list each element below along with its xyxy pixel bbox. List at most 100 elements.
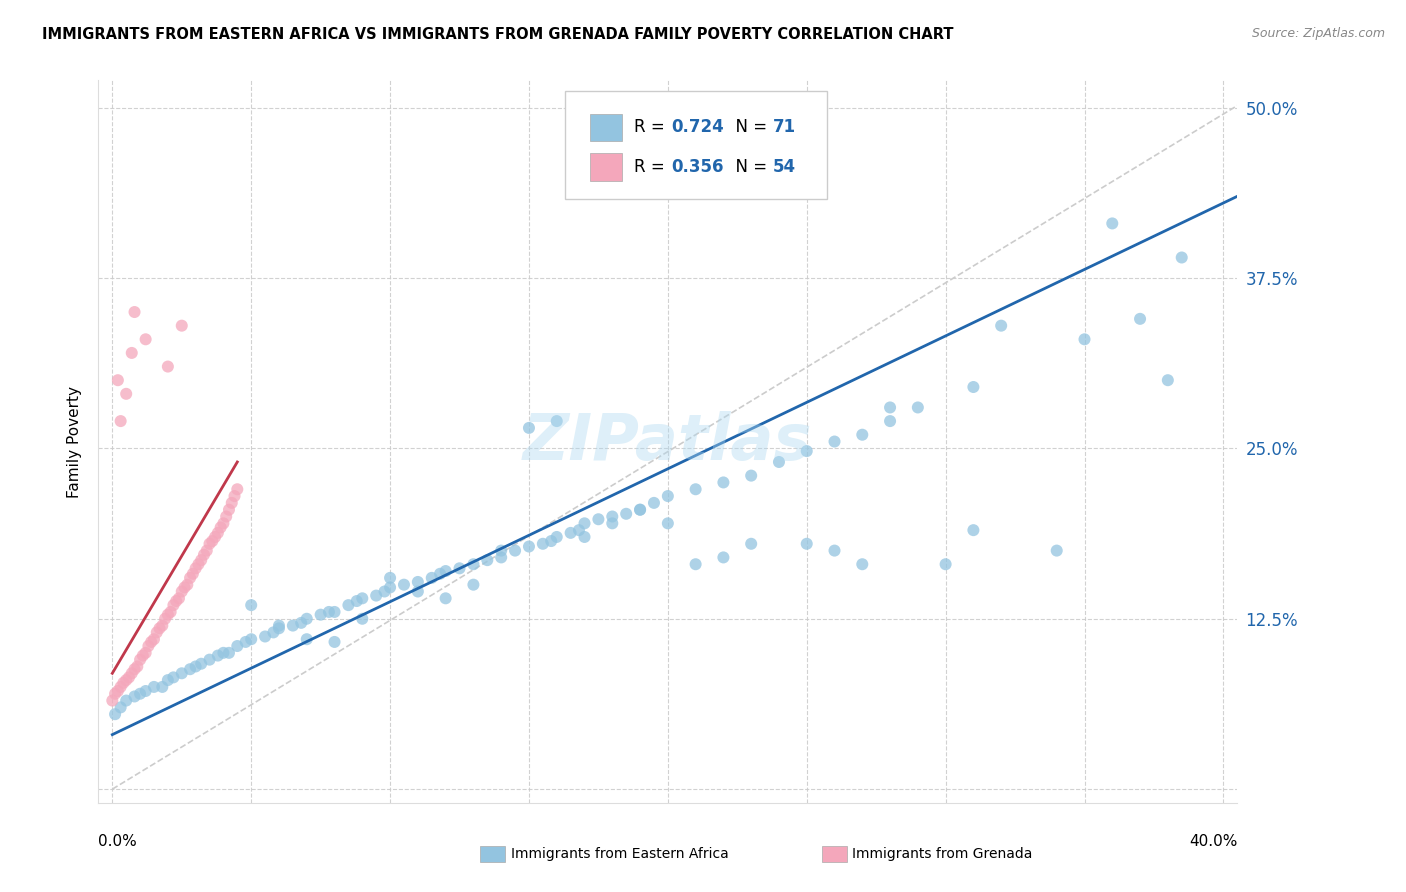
Point	[143, 680, 166, 694]
Point	[135, 332, 157, 346]
Point	[112, 676, 135, 690]
Point	[614, 507, 637, 521]
Point	[254, 630, 277, 644]
Point	[352, 612, 374, 626]
FancyBboxPatch shape	[821, 847, 846, 862]
Point	[477, 553, 499, 567]
Point	[195, 543, 218, 558]
FancyBboxPatch shape	[591, 153, 623, 181]
Point	[209, 520, 232, 534]
Point	[190, 657, 212, 671]
Point	[187, 558, 209, 572]
Point	[240, 632, 263, 647]
Text: ZIPatlas: ZIPatlas	[523, 410, 813, 473]
Point	[1073, 332, 1095, 346]
Point	[224, 489, 246, 503]
Text: Immigrants from Grenada: Immigrants from Grenada	[852, 847, 1033, 861]
Point	[121, 666, 143, 681]
Text: IMMIGRANTS FROM EASTERN AFRICA VS IMMIGRANTS FROM GRENADA FAMILY POVERTY CORRELA: IMMIGRANTS FROM EASTERN AFRICA VS IMMIGR…	[42, 27, 953, 42]
Point	[143, 632, 166, 647]
Point	[434, 591, 457, 606]
Point	[204, 530, 226, 544]
Point	[740, 537, 762, 551]
Point	[156, 359, 179, 374]
Point	[685, 558, 707, 572]
Point	[207, 525, 229, 540]
Point	[167, 591, 190, 606]
Point	[1129, 311, 1152, 326]
Point	[628, 502, 651, 516]
Point	[127, 659, 149, 673]
Point	[181, 566, 204, 581]
Point	[193, 548, 215, 562]
Text: 0.724: 0.724	[671, 119, 724, 136]
Point	[226, 482, 249, 496]
Point	[962, 380, 984, 394]
Point	[135, 646, 157, 660]
Point	[546, 414, 568, 428]
Point	[489, 543, 512, 558]
Point	[574, 516, 596, 531]
Text: Immigrants from Eastern Africa: Immigrants from Eastern Africa	[510, 847, 728, 861]
Point	[1046, 543, 1069, 558]
Point	[824, 543, 846, 558]
Point	[990, 318, 1012, 333]
Y-axis label: Family Poverty: Family Poverty	[67, 385, 83, 498]
Point	[156, 607, 179, 622]
Point	[434, 564, 457, 578]
Point	[207, 648, 229, 663]
FancyBboxPatch shape	[591, 113, 623, 141]
Point	[378, 581, 401, 595]
Point	[768, 455, 790, 469]
Point	[240, 598, 263, 612]
Point	[295, 632, 318, 647]
Point	[713, 475, 735, 490]
Point	[546, 530, 568, 544]
Point	[101, 693, 124, 707]
Point	[212, 516, 235, 531]
Text: 71: 71	[773, 119, 796, 136]
Point	[323, 635, 346, 649]
Point	[600, 516, 623, 531]
Point	[124, 305, 146, 319]
Text: 40.0%: 40.0%	[1189, 834, 1237, 849]
Point	[156, 673, 179, 687]
Point	[796, 537, 818, 551]
Text: N =: N =	[725, 158, 772, 176]
Text: R =: R =	[634, 119, 669, 136]
Point	[141, 635, 163, 649]
Point	[392, 577, 415, 591]
Point	[104, 687, 127, 701]
Point	[588, 512, 610, 526]
Point	[179, 571, 201, 585]
Point	[685, 482, 707, 496]
FancyBboxPatch shape	[479, 847, 505, 862]
Point	[262, 625, 284, 640]
Point	[600, 509, 623, 524]
Point	[267, 618, 290, 632]
Point	[643, 496, 665, 510]
Point	[176, 577, 198, 591]
Point	[150, 618, 173, 632]
Point	[218, 502, 240, 516]
Point	[935, 558, 957, 572]
Point	[118, 670, 141, 684]
Point	[851, 427, 873, 442]
Point	[218, 646, 240, 660]
Point	[107, 373, 129, 387]
Point	[489, 550, 512, 565]
Point	[373, 584, 395, 599]
Point	[574, 530, 596, 544]
Point	[135, 684, 157, 698]
Point	[406, 574, 429, 589]
Point	[162, 598, 184, 612]
Point	[463, 558, 485, 572]
Point	[366, 589, 388, 603]
Point	[796, 444, 818, 458]
Point	[309, 607, 332, 622]
Point	[132, 648, 155, 663]
Text: R =: R =	[634, 158, 669, 176]
Point	[184, 659, 207, 673]
Point	[226, 639, 249, 653]
Text: Source: ZipAtlas.com: Source: ZipAtlas.com	[1251, 27, 1385, 40]
